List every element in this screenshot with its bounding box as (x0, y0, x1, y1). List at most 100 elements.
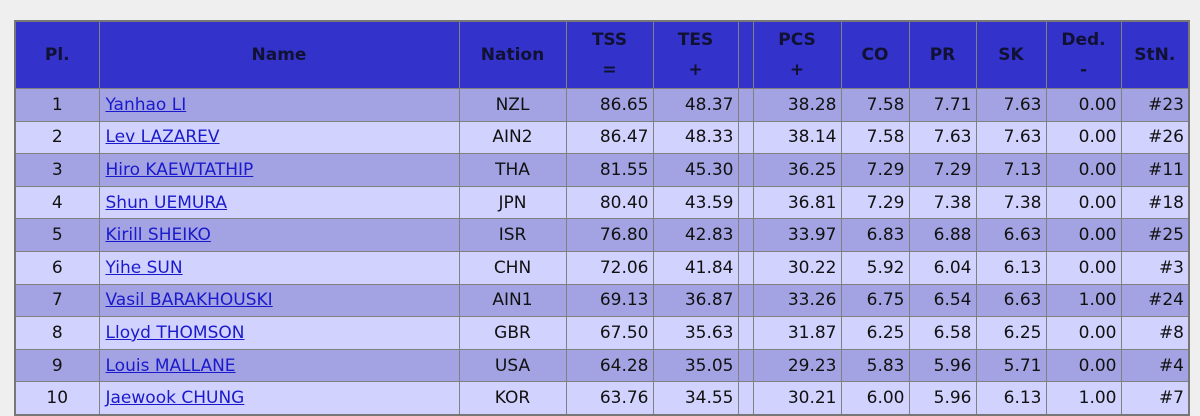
skater-link[interactable]: Hiro KAEWTATHIP (105, 159, 254, 180)
name-cell: Kirill SHEIKO (98, 218, 460, 252)
cell: 1 (14, 88, 100, 122)
column-header: Pl. (14, 20, 100, 89)
cell: 29.23 (752, 348, 842, 383)
name-cell: Lloyd THOMSON (98, 316, 460, 350)
header-label: CO (861, 45, 889, 65)
result-row: 10 Jaewook CHUNG KOR 63.76 34.55 30.21 6.00 5.9… (14, 381, 1190, 416)
cell: 7.71 (908, 88, 977, 122)
cell: 0.00 (1045, 316, 1122, 350)
cell: 5.96 (908, 348, 977, 383)
cell: 6.54 (908, 283, 977, 318)
header-label: PCS (778, 30, 816, 50)
cell: AIN2 (458, 120, 567, 155)
cell: KOR (458, 381, 567, 416)
spacer-cell (737, 250, 754, 285)
header-label: TSS (591, 30, 628, 50)
results-table: Pl. Name Nation TSS = TES + PCS + CO PR SK Ded. - StN.… (14, 20, 1190, 416)
cell: 36.81 (752, 185, 842, 220)
cell: 6.63 (975, 218, 1047, 252)
column-header: Name (98, 20, 460, 89)
cell: 41.84 (652, 250, 739, 285)
skater-link[interactable]: Lloyd THOMSON (105, 322, 245, 343)
skater-link[interactable]: Shun UEMURA (105, 192, 228, 213)
result-row: 9 Louis MALLANE USA 64.28 35.05 29.23 5.83 5.96… (14, 348, 1190, 383)
cell: 6.13 (975, 250, 1047, 285)
cell: 6.00 (840, 381, 910, 416)
header-label: Nation (480, 45, 545, 65)
name-cell: Shun UEMURA (98, 185, 460, 220)
cell: 6.58 (908, 316, 977, 350)
header-sub: + (789, 60, 805, 80)
cell: 7.13 (975, 153, 1047, 187)
spacer-cell (737, 120, 754, 155)
cell: 5.96 (908, 381, 977, 416)
cell: 34.55 (652, 381, 739, 416)
cell: 45.30 (652, 153, 739, 187)
cell: 81.55 (565, 153, 654, 187)
spacer-cell (737, 153, 754, 187)
cell: 43.59 (652, 185, 739, 220)
skater-link[interactable]: Louis MALLANE (105, 355, 236, 376)
cell: THA (458, 153, 567, 187)
cell: 72.06 (565, 250, 654, 285)
skater-link[interactable]: Lev LAZAREV (105, 127, 220, 148)
header-sub: = (602, 60, 617, 80)
skater-link[interactable]: Vasil BARAKHOUSKI (105, 290, 273, 311)
result-row: 6 Yihe SUN CHN 72.06 41.84 30.22 5.92 6.04 6.13 0… (14, 250, 1190, 285)
cell: #8 (1120, 316, 1190, 350)
header-row: Pl. Name Nation TSS = TES + PCS + CO PR SK Ded. - StN. (14, 20, 1190, 89)
cell: 6.63 (975, 283, 1047, 318)
cell: 6.04 (908, 250, 977, 285)
cell: #3 (1120, 250, 1190, 285)
column-header: Ded. - (1045, 20, 1122, 89)
cell: 48.33 (652, 120, 739, 155)
column-header: CO (840, 20, 910, 89)
cell: 0.00 (1045, 120, 1122, 155)
header-sub: + (688, 60, 703, 80)
header-label: Name (251, 45, 307, 65)
skater-link[interactable]: Yanhao LI (105, 94, 187, 115)
cell: JPN (458, 185, 567, 220)
name-cell: Hiro KAEWTATHIP (98, 153, 460, 187)
cell: 4 (14, 185, 100, 220)
cell: #7 (1120, 381, 1190, 416)
cell: 63.76 (565, 381, 654, 416)
cell: 31.87 (752, 316, 842, 350)
result-row: 8 Lloyd THOMSON GBR 67.50 35.63 31.87 6.25 6.58… (14, 316, 1190, 350)
name-cell: Yihe SUN (98, 250, 460, 285)
cell: 36.25 (752, 153, 842, 187)
skater-link[interactable]: Jaewook CHUNG (105, 388, 245, 409)
cell: #23 (1120, 88, 1190, 122)
cell: 7.29 (840, 185, 910, 220)
cell: 2 (14, 120, 100, 155)
cell: USA (458, 348, 567, 383)
cell: 35.05 (652, 348, 739, 383)
spacer-cell (737, 348, 754, 383)
cell: #4 (1120, 348, 1190, 383)
name-cell: Jaewook CHUNG (98, 381, 460, 416)
column-header: SK (975, 20, 1047, 89)
cell: 7.38 (975, 185, 1047, 220)
header-label: Ded. (1061, 30, 1106, 50)
cell: 9 (14, 348, 100, 383)
cell: 80.40 (565, 185, 654, 220)
skater-link[interactable]: Kirill SHEIKO (105, 225, 211, 246)
spacer-cell (737, 316, 754, 350)
cell: 1.00 (1045, 283, 1122, 318)
cell: #25 (1120, 218, 1190, 252)
cell: 69.13 (565, 283, 654, 318)
column-header: StN. (1120, 20, 1190, 89)
cell: 0.00 (1045, 218, 1122, 252)
cell: CHN (458, 250, 567, 285)
cell: 6.25 (840, 316, 910, 350)
cell: #24 (1120, 283, 1190, 318)
header-label: PR (929, 45, 956, 65)
cell: 0.00 (1045, 348, 1122, 383)
name-cell: Louis MALLANE (98, 348, 460, 383)
cell: 6.13 (975, 381, 1047, 416)
cell: 38.14 (752, 120, 842, 155)
cell: 7.29 (840, 153, 910, 187)
cell: 10 (14, 381, 100, 416)
skater-link[interactable]: Yihe SUN (105, 257, 183, 278)
